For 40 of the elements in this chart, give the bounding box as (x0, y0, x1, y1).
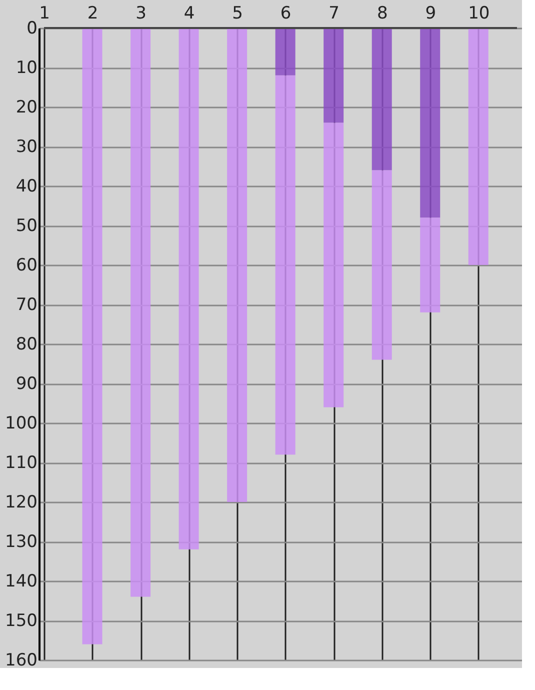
y-tick-label: 160 (5, 650, 38, 670)
x-tick-label: 5 (232, 4, 243, 24)
y-tick-label: 150 (5, 611, 38, 631)
y-tick-label: 110 (5, 453, 38, 473)
x-tick-label: 4 (184, 4, 195, 24)
bar (420, 218, 440, 312)
y-tick-label: 60 (16, 256, 38, 276)
y-tick-label: 10 (16, 58, 38, 78)
x-tick-label: 8 (376, 4, 388, 24)
y-tick-label: 100 (5, 414, 38, 434)
x-tick-label: 3 (136, 4, 146, 24)
y-tick-label: 70 (16, 295, 38, 315)
x-tick-label: 10 (468, 4, 490, 24)
x-tick-label: 9 (425, 4, 436, 24)
y-tick-label: 90 (16, 374, 38, 394)
bar (82, 28, 102, 644)
y-tick-label: 30 (16, 137, 38, 157)
y-tick-label: 140 (5, 572, 38, 592)
bar (130, 28, 151, 597)
bar (178, 28, 199, 550)
bar (324, 28, 344, 123)
bar (324, 122, 344, 408)
bar (372, 28, 392, 170)
bar (420, 28, 440, 218)
x-tick-label: 7 (328, 4, 340, 24)
x-tick-label: 1 (39, 4, 50, 24)
x-tick-label: 2 (87, 4, 98, 24)
y-tick-label: 40 (16, 176, 38, 196)
bar (468, 28, 488, 265)
y-tick-label: 130 (5, 532, 38, 552)
bar (227, 28, 248, 502)
x-tick-label: 6 (280, 4, 292, 24)
y-tick-label: 120 (5, 492, 38, 512)
y-tick-label: 0 (26, 18, 38, 38)
bar (275, 75, 296, 455)
y-tick-label: 20 (16, 98, 38, 118)
bar (372, 170, 392, 360)
y-tick-label: 50 (16, 216, 38, 236)
y-tick-label: 80 (16, 334, 38, 354)
bar (275, 28, 296, 76)
